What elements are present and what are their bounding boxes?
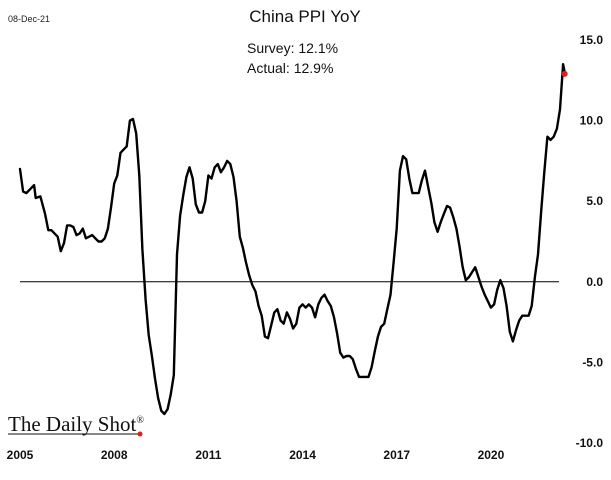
y-tick-label: 10.0 — [580, 114, 604, 128]
chart-title: China PPI YoY — [249, 7, 361, 26]
x-tick-label: 2011 — [195, 448, 221, 462]
x-tick-label: 2008 — [101, 448, 128, 462]
brand-name: The Daily Shot® — [8, 412, 144, 436]
x-tick-label: 2017 — [383, 448, 410, 462]
series-line — [18, 63, 566, 416]
brand-registered-mark: ® — [136, 415, 144, 426]
brand-text: The Daily Shot — [8, 412, 136, 436]
x-tick-label: 2020 — [478, 448, 505, 462]
date-stamp: 08-Dec-21 — [8, 14, 50, 24]
x-tick-label: 2014 — [289, 448, 316, 462]
y-tick-label: 0.0 — [586, 275, 603, 289]
series-layer — [18, 63, 568, 416]
y-tick-label: 5.0 — [586, 194, 603, 208]
brand-logo: The Daily Shot® — [8, 412, 144, 437]
x-tick-label: 2005 — [7, 448, 34, 462]
annotation-survey: Survey: 12.1% — [247, 40, 338, 56]
axes-layer: 15.0 10.0 5.0 0.0 -5.0 -10.0 2005 2008 2011 2014 2… — [7, 33, 604, 462]
y-tick-label: 15.0 — [580, 33, 604, 47]
last-value-marker — [561, 70, 568, 77]
brand-dot — [137, 431, 143, 437]
annotation-actual: Actual: 12.9% — [247, 60, 333, 76]
y-tick-label: -5.0 — [582, 355, 603, 369]
y-tick-label: -10.0 — [576, 436, 604, 450]
